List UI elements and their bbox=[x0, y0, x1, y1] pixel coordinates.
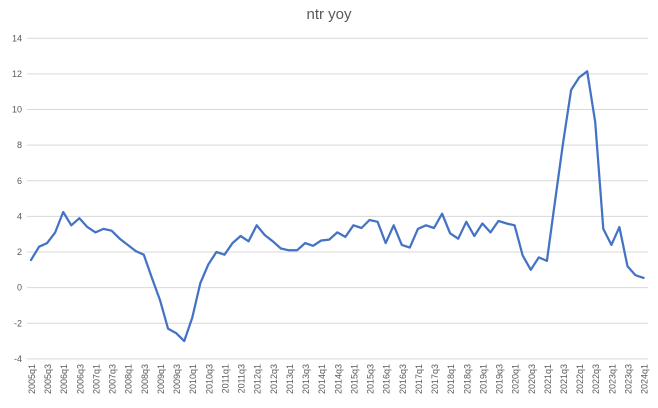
x-tick-label: 2016q1 bbox=[382, 364, 392, 394]
x-tick-label: 2022q1 bbox=[575, 364, 585, 394]
x-tick-label: 2019q3 bbox=[495, 364, 505, 394]
x-tick-label: 2012q1 bbox=[253, 364, 263, 394]
x-tick-label: 2018q1 bbox=[446, 364, 456, 394]
gridlines bbox=[27, 37, 648, 360]
x-tick-label: 2005q1 bbox=[27, 364, 37, 394]
x-tick-label: 2023q1 bbox=[607, 364, 617, 394]
y-tick-label: 4 bbox=[17, 211, 22, 221]
x-tick-label: 2014q1 bbox=[317, 364, 327, 394]
chart-title: ntr yoy bbox=[306, 6, 352, 23]
x-tick-label: 2010q1 bbox=[188, 364, 198, 394]
x-tick-label: 2021q3 bbox=[559, 364, 569, 394]
x-tick-label: 2020q3 bbox=[527, 364, 537, 394]
x-tick-label: 2013q1 bbox=[285, 364, 295, 394]
x-tick-label: 2006q1 bbox=[59, 364, 69, 394]
x-tick-label: 2005q3 bbox=[43, 364, 53, 394]
line-series bbox=[29, 70, 645, 343]
x-tick-label: 2015q3 bbox=[366, 364, 376, 394]
x-tick-label: 2015q1 bbox=[349, 364, 359, 394]
y-tick-label: -4 bbox=[14, 354, 22, 364]
x-tick-label: 2024q1 bbox=[640, 364, 650, 394]
x-tick-label: 2014q3 bbox=[333, 364, 343, 394]
x-tick-label: 2013q3 bbox=[301, 364, 311, 394]
x-tick-label: 2011q1 bbox=[220, 364, 230, 393]
x-tick-label: 2007q1 bbox=[91, 364, 101, 394]
y-tick-label: 2 bbox=[17, 247, 22, 257]
x-tick-label: 2011q3 bbox=[237, 364, 247, 393]
x-tick-label: 2019q1 bbox=[478, 364, 488, 394]
x-tick-label: 2017q3 bbox=[430, 364, 440, 394]
y-tick-label: 0 bbox=[17, 283, 22, 293]
x-tick-label: 2016q3 bbox=[398, 364, 408, 394]
x-tick-label: 2017q1 bbox=[414, 364, 424, 394]
y-tick-label: 8 bbox=[17, 140, 22, 150]
x-tick-label: 2008q1 bbox=[124, 364, 134, 394]
x-tick-label: 2008q3 bbox=[140, 364, 150, 394]
x-tick-label: 2018q3 bbox=[462, 364, 472, 394]
x-tick-label: 2023q3 bbox=[623, 364, 633, 394]
x-tick-label: 2007q3 bbox=[108, 364, 118, 394]
x-tick-label: 2009q3 bbox=[172, 364, 182, 394]
x-tick-label: 2021q1 bbox=[543, 364, 553, 394]
x-tick-label: 2020q1 bbox=[511, 364, 521, 394]
y-tick-label: 6 bbox=[17, 176, 22, 186]
x-tick-label: 2010q3 bbox=[204, 364, 214, 394]
x-tick-label: 2012q3 bbox=[269, 364, 279, 394]
y-tick-label: 12 bbox=[12, 69, 22, 79]
y-tick-label: -2 bbox=[14, 318, 22, 328]
x-tick-label: 2009q1 bbox=[156, 364, 166, 394]
y-axis-tick-labels: -4 -2 0 2 4 6 8 10 12 14 bbox=[12, 33, 22, 364]
x-axis-tick-labels: 2005q1 2005q3 2006q1 2006q3 2007q1 2007q3 2008… bbox=[27, 364, 650, 394]
y-tick-label: 10 bbox=[12, 105, 22, 115]
x-tick-label: 2022q3 bbox=[591, 364, 601, 394]
x-tick-label: 2006q3 bbox=[75, 364, 85, 394]
y-tick-label: 14 bbox=[12, 33, 22, 43]
